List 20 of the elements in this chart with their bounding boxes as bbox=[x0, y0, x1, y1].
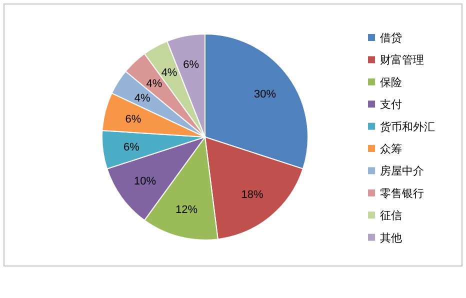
legend-label: 房屋中介 bbox=[380, 164, 424, 178]
legend-label: 其他 bbox=[380, 231, 402, 244]
legend-label: 借贷 bbox=[380, 32, 402, 44]
legend-label: 货币和外汇 bbox=[380, 120, 435, 134]
legend-label: 支付 bbox=[380, 98, 402, 112]
data-label: 6% bbox=[183, 59, 200, 72]
legend-label: 零售银行 bbox=[380, 188, 424, 200]
legend-label: 众筹 bbox=[380, 144, 402, 156]
data-label: 18% bbox=[241, 189, 264, 202]
legend-label: 保险 bbox=[380, 76, 402, 89]
data-label: 4% bbox=[146, 78, 162, 90]
legend-label: 征信 bbox=[380, 210, 402, 222]
data-label: 12% bbox=[176, 204, 198, 216]
legend-label: 财富管理 bbox=[380, 54, 424, 67]
data-label: 4% bbox=[134, 92, 151, 104]
data-label: 6% bbox=[123, 141, 140, 154]
data-label: 30% bbox=[254, 88, 276, 100]
data-label: 4% bbox=[161, 67, 178, 80]
data-label: 10% bbox=[134, 176, 156, 188]
data-label: 6% bbox=[125, 114, 142, 126]
